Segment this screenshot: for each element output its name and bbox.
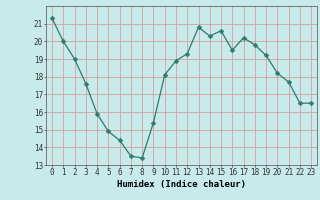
X-axis label: Humidex (Indice chaleur): Humidex (Indice chaleur) xyxy=(117,180,246,189)
